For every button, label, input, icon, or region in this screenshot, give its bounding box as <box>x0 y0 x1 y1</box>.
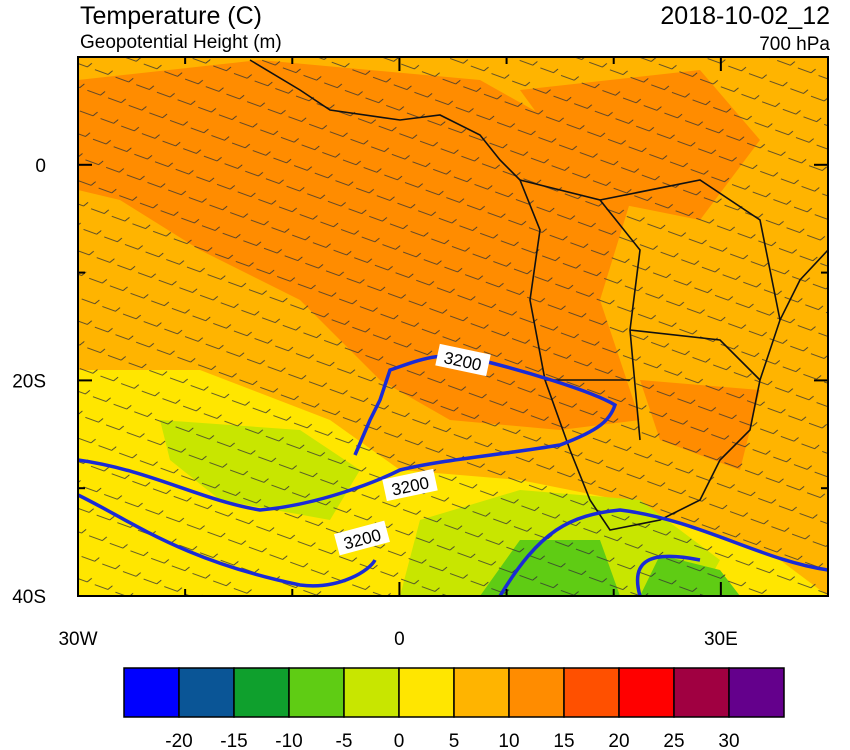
colorbar-box <box>453 667 510 718</box>
colorbar-box <box>673 667 730 718</box>
colorbar-label: -15 <box>220 731 247 750</box>
colorbar-box <box>123 667 180 718</box>
colorbar-box <box>618 667 675 718</box>
x-tick-label: 30E <box>704 629 738 650</box>
contour-label: 3200 <box>435 343 491 377</box>
level: 700 hPa <box>759 34 830 55</box>
colorbar-box <box>508 667 565 718</box>
colorbar-box <box>178 667 235 718</box>
colorbar-label: 20 <box>608 731 629 750</box>
contour-label-box <box>382 468 438 502</box>
contour-label-box <box>435 343 491 377</box>
colorbar-box <box>233 667 290 718</box>
colorbar-box <box>728 667 785 718</box>
colorbar-box <box>563 667 620 718</box>
colorbar-label: 25 <box>663 731 684 750</box>
subtitle: Geopotential Height (m) <box>80 32 282 53</box>
colorbar-label: 0 <box>394 731 405 750</box>
colorbar-label: 30 <box>718 731 739 750</box>
colorbar-box <box>343 667 400 718</box>
colorbar-label: -10 <box>275 731 302 750</box>
x-tick-label: 0 <box>394 629 405 650</box>
colorbar-box <box>288 667 345 718</box>
colorbar-label: 10 <box>498 731 519 750</box>
map-field <box>78 57 828 596</box>
title: Temperature (C) <box>80 2 262 30</box>
contour-label-box <box>334 520 390 556</box>
x-tick-label: 30W <box>58 629 97 650</box>
y-tick-label: 0 <box>35 156 46 177</box>
y-tick-label: 40S <box>12 587 46 608</box>
y-tick-label: 20S <box>12 371 46 392</box>
colorbar-box <box>398 667 455 718</box>
colorbar-label: 15 <box>553 731 574 750</box>
date: 2018-10-02_12 <box>660 2 830 30</box>
map-frame <box>77 56 829 597</box>
colorbar-label: -20 <box>165 731 192 750</box>
colorbar-label: -5 <box>336 731 353 750</box>
colorbar-label: 5 <box>449 731 460 750</box>
